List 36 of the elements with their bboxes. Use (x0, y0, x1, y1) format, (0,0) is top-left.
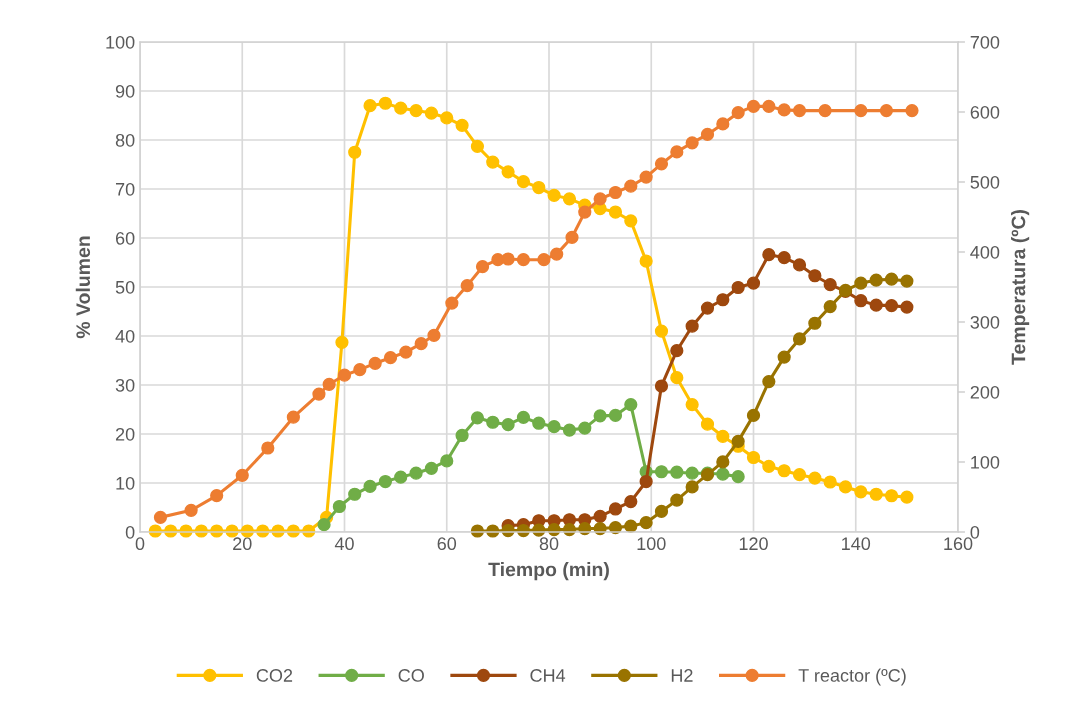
y-tick-label: 0 (125, 525, 135, 539)
y-tick-label: 60 (115, 231, 135, 245)
y2-tick-label: 400 (970, 245, 1000, 259)
y-tick-label: 10 (116, 476, 135, 490)
legend-label: CO (398, 669, 424, 682)
legend-label: T reactor (ºC) (798, 668, 906, 686)
x-tick-label: 80 (539, 537, 559, 551)
y2-tick-label: 700 (970, 35, 1000, 49)
x-tick-label: 160 (944, 537, 973, 551)
x-tick-label: 40 (334, 537, 354, 551)
legend-label: CH4 (530, 669, 566, 682)
y2-tick-label: 500 (970, 175, 1000, 189)
y2-tick-label: 200 (970, 385, 1000, 399)
y-tick-label: 80 (115, 133, 135, 147)
y2-tick-label: 100 (971, 455, 1000, 469)
y-axis-title: % Volumen (75, 236, 91, 339)
y2-axis-title: Temperatura (ºC) (1011, 210, 1030, 365)
y2-tick-label: 600 (970, 105, 1000, 119)
x-tick-label: 60 (437, 537, 457, 551)
x-tick-label: 20 (233, 537, 252, 551)
legend-label: CO2 (256, 669, 293, 682)
x-tick-label: 140 (842, 537, 871, 551)
x-tick-label: 120 (739, 537, 768, 551)
x-axis-title: Tiempo (min) (488, 562, 609, 581)
y-tick-label: 20 (115, 427, 135, 441)
y-tick-label: 90 (115, 84, 135, 98)
y-tick-label: 50 (115, 280, 135, 294)
legend-label: H2 (671, 669, 693, 682)
y-tick-label: 70 (115, 182, 135, 196)
x-tick-label: 100 (637, 537, 666, 551)
y2-tick-label: 0 (970, 525, 980, 539)
y2-tick-label: 300 (970, 315, 1000, 329)
x-tick-label: 0 (135, 537, 145, 551)
y-tick-label: 30 (115, 378, 135, 392)
y-tick-label: 40 (115, 329, 135, 343)
y-tick-label: 100 (106, 35, 135, 49)
